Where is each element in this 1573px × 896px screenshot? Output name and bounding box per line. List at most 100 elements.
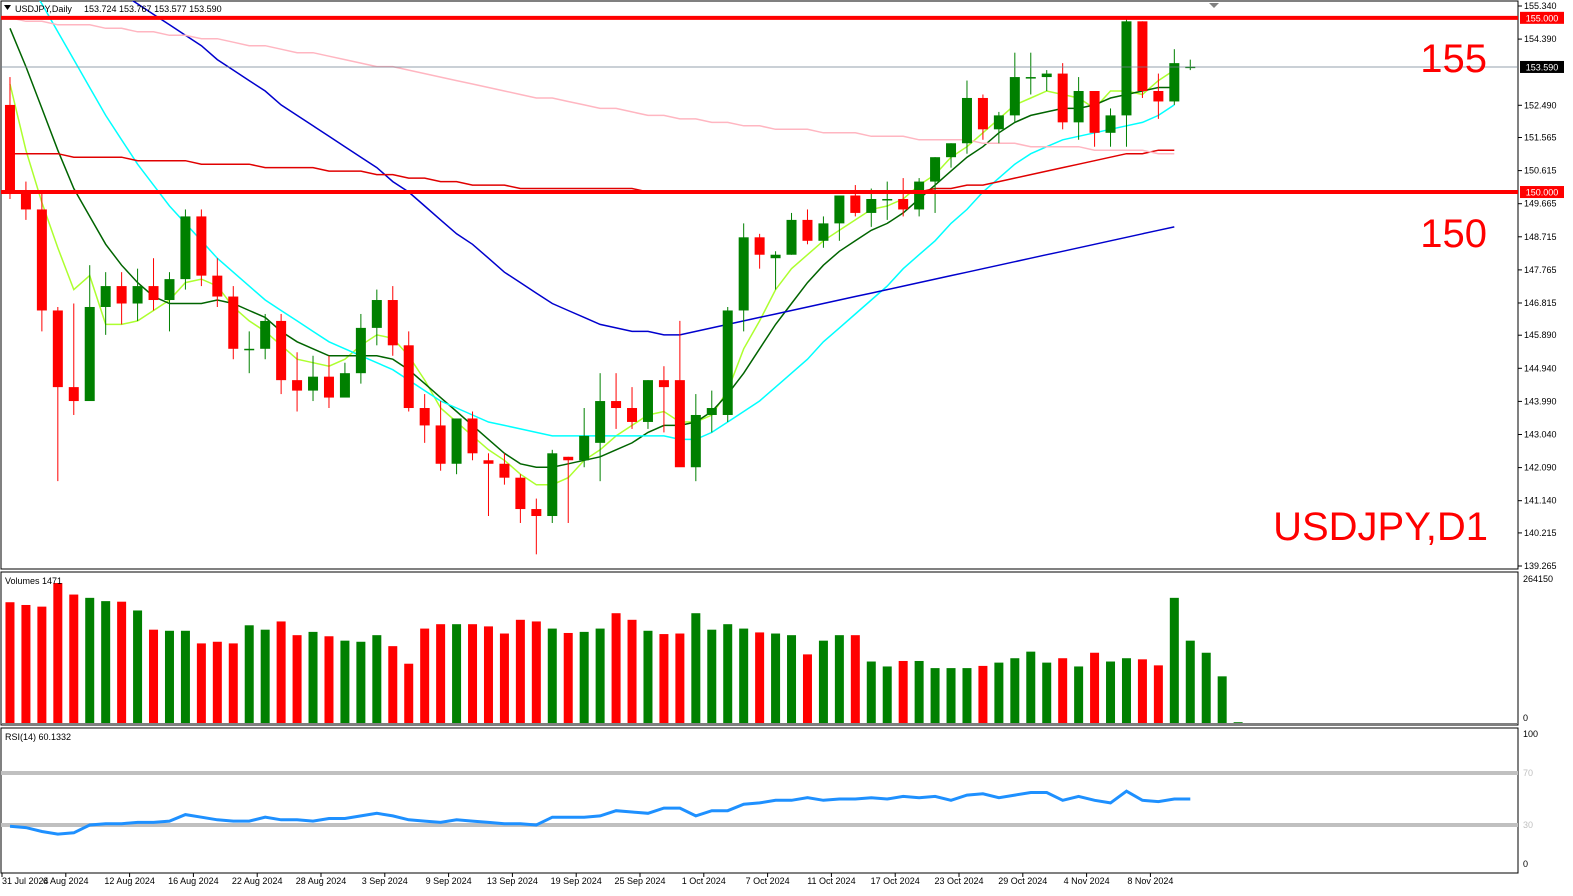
date-tick-label: 4 Nov 2024	[1064, 876, 1110, 886]
volume-bar	[228, 643, 238, 723]
candle-bear	[68, 387, 79, 402]
candle-bear	[515, 477, 526, 510]
candle-bull	[339, 373, 350, 398]
current-price-label: 153.590	[1526, 62, 1559, 72]
volume-bar	[994, 662, 1004, 723]
candle-bear	[674, 380, 685, 468]
current-price-tag	[1520, 60, 1564, 73]
date-tick-label: 13 Sep 2024	[487, 876, 538, 886]
volume-bars	[1, 583, 1518, 724]
candle-bull	[1041, 73, 1052, 78]
volume-bar	[627, 619, 637, 723]
candle-bear	[483, 460, 494, 464]
date-tick-label: 19 Sep 2024	[551, 876, 602, 886]
candle-bull	[706, 408, 717, 415]
volume-bar	[1137, 659, 1147, 723]
candle-bull	[371, 300, 382, 328]
candle-bear	[658, 380, 669, 388]
rsi-indicator: 100 70 30 0	[1, 729, 1538, 869]
candle-bull	[244, 348, 255, 351]
level-price-label: 150.000	[1526, 188, 1559, 198]
volume-bar	[180, 630, 190, 723]
menu-triangle-icon[interactable]	[4, 5, 11, 10]
price-tick-label: 155.340	[1524, 1, 1557, 11]
volume-bar	[723, 624, 733, 723]
candle-bull	[993, 115, 1004, 130]
candle-bull	[961, 97, 972, 144]
candle-bull	[1169, 63, 1180, 102]
date-tick-label: 29 Oct 2024	[998, 876, 1047, 886]
candle-bull	[260, 320, 271, 349]
candle-bear	[1153, 91, 1164, 102]
candle-bull	[914, 181, 925, 210]
candle-bull	[100, 286, 111, 307]
level-price-tag	[1520, 11, 1564, 24]
volume-bar	[1090, 652, 1100, 723]
ma-line-ma_mid	[9, 28, 1175, 468]
candle-bear	[228, 296, 239, 349]
rsi-panel-frame	[0, 727, 1519, 874]
candle-bull	[595, 401, 606, 443]
volume-bar	[372, 635, 382, 723]
volume-bar	[579, 631, 589, 723]
candle-bull	[180, 216, 191, 280]
price-axis: 155.340 154.390 152.490 151.565 150.615 149.6…	[1518, 1, 1557, 571]
volume-bar	[1217, 676, 1227, 723]
date-tick-label: 31 Jul 2024	[2, 876, 49, 886]
volume-bar	[962, 668, 972, 723]
candle-bear	[4, 104, 15, 193]
candle-bear	[1057, 73, 1068, 123]
scroll-marker-icon[interactable]	[1209, 3, 1219, 8]
candle-bull	[84, 306, 95, 402]
chart-watermark: USDJPY,D1	[1273, 505, 1488, 549]
candle-bear	[148, 286, 159, 301]
date-tick-label: 28 Aug 2024	[296, 876, 347, 886]
candle-bull	[834, 195, 845, 224]
candle-bull	[579, 435, 590, 461]
header-ohlc: 153.724 153.767 153.577 153.590	[84, 4, 222, 14]
candle-bull	[930, 157, 941, 182]
candles	[4, 17, 1196, 555]
candle-bear	[196, 216, 207, 276]
label-150: 150	[1420, 212, 1487, 256]
price-tick-label: 147.765	[1524, 265, 1557, 275]
candle-bear	[531, 509, 542, 517]
candle-bull	[690, 414, 701, 468]
candle-bear	[52, 310, 63, 388]
volumes-max-label: 264150	[1523, 574, 1553, 584]
price-tick-label: 154.390	[1524, 34, 1557, 44]
volume-bar	[834, 635, 844, 723]
volume-bar	[164, 630, 174, 723]
volume-bar	[37, 606, 47, 723]
date-tick-label: 3 Sep 2024	[362, 876, 408, 886]
volume-bar	[547, 628, 557, 723]
volume-bar	[595, 628, 605, 723]
candle-bear	[563, 456, 574, 461]
candle-bear	[802, 219, 813, 241]
volume-bar	[308, 631, 318, 723]
date-tick-label: 23 Oct 2024	[934, 876, 983, 886]
volume-bar	[1169, 597, 1179, 723]
horizontal-levels: 155.000 150.000 153.590	[1, 11, 1564, 199]
candle-bear	[276, 320, 287, 381]
date-tick-label: 22 Aug 2024	[232, 876, 283, 886]
volume-bar	[691, 613, 701, 723]
candle-bear	[1089, 91, 1100, 133]
price-tick-label: 143.040	[1524, 429, 1557, 439]
candle-bull	[770, 254, 781, 259]
volume-bar	[866, 661, 876, 723]
volume-bar	[643, 630, 653, 723]
volume-bar	[53, 583, 63, 723]
volume-bar	[1058, 658, 1068, 723]
candle-bear	[292, 380, 303, 391]
volume-bar	[707, 629, 717, 723]
candle-bull	[1185, 66, 1196, 69]
price-tick-label: 146.815	[1524, 298, 1557, 308]
volume-bar	[292, 635, 302, 723]
volume-bar	[563, 632, 573, 723]
candle-bull	[164, 279, 175, 301]
date-tick-label: 6 Aug 2024	[43, 876, 89, 886]
date-tick-label: 9 Sep 2024	[426, 876, 472, 886]
rsi-line	[9, 789, 1191, 836]
